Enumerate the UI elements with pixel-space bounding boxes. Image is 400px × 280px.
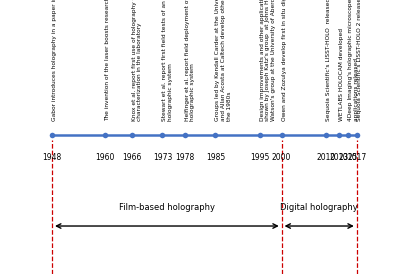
Text: 2000: 2000 <box>272 153 291 162</box>
Text: Design improvements and other applications for in situ systems
shown by Joseph K: Design improvements and other applicatio… <box>260 0 276 121</box>
Text: 2010: 2010 <box>316 153 336 162</box>
Text: Sequoia Scientific's LISST-HOLO  released: Sequoia Scientific's LISST-HOLO released <box>326 0 331 121</box>
Text: 1973: 1973 <box>153 153 172 162</box>
Text: 1948: 1948 <box>42 153 62 162</box>
Text: 2013: 2013 <box>330 153 349 162</box>
Text: Sequoia Scientific's LISST-HOLO 2 released: Sequoia Scientific's LISST-HOLO 2 releas… <box>357 0 362 121</box>
Text: 1966: 1966 <box>122 153 141 162</box>
Text: 1995: 1995 <box>250 153 269 162</box>
Text: Stewart et al. report first field tests of an in situ
holographic system: Stewart et al. report first field tests … <box>162 0 173 121</box>
Text: Groups led by Kendall Carder at the University of South Florida
and Allan Acosta: Groups led by Kendall Carder at the Univ… <box>216 0 232 121</box>
Text: Film-based holography: Film-based holography <box>119 203 215 212</box>
Text: 1978: 1978 <box>175 153 194 162</box>
Text: 2017: 2017 <box>347 153 366 162</box>
Text: 1985: 1985 <box>206 153 225 162</box>
Text: WETLABS HOLOCAM developed: WETLABS HOLOCAM developed <box>339 28 344 121</box>
Text: Knox et al. report first use of holography for marine particle
characterization : Knox et al. report first use of holograp… <box>132 0 142 121</box>
Text: Helfinger et al. report field deployment of an off-axis submersible
holographic : Helfinger et al. report field deployment… <box>184 0 195 121</box>
Text: The invention of the laser boosts research in holography: The invention of the laser boosts resear… <box>105 0 110 121</box>
Text: Gabor introduces holography in a paper in the journal Nature: Gabor introduces holography in a paper i… <box>52 0 57 121</box>
Text: Digital holography: Digital holography <box>280 203 358 212</box>
Text: Owen and Zozulya develop first in situ digital holographic system: Owen and Zozulya develop first in situ d… <box>282 0 287 121</box>
Text: 4Deep Imaging's holographic microscope for deepwater
applications released: 4Deep Imaging's holographic microscope f… <box>348 0 359 121</box>
Text: 1960: 1960 <box>96 153 115 162</box>
Text: 2015: 2015 <box>338 153 358 162</box>
